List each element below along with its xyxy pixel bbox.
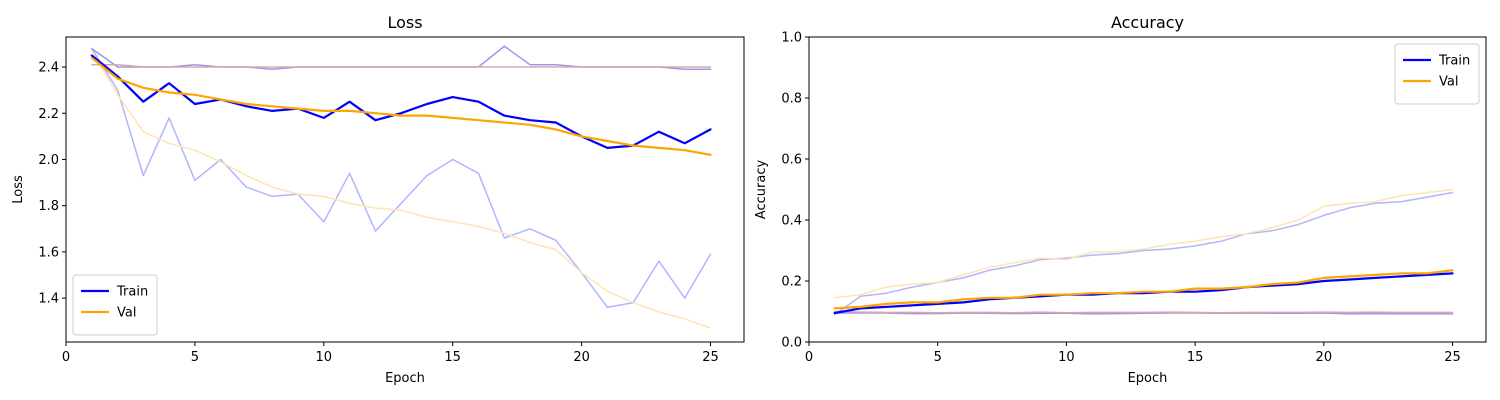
series-line-val-mid [833,310,1454,314]
y-tick-label: 0.2 [781,275,802,290]
series-line-train [833,272,1454,315]
x-tick-label: 5 [934,350,942,365]
x-tick-label: 0 [805,350,813,365]
y-axis-label: Loss [11,175,26,204]
y-tick-label: 1.0 [781,31,802,46]
legend-label-val: Val [1439,75,1458,90]
legend-label-val: Val [117,306,136,321]
plot-area: 0 5 10 15 20 25 1.4 1.6 1.8 2.0 2.2 2.4 Train Val [38,36,745,365]
accuracy-chart: Accuracy Epoch Accuracy 0 5 10 15 20 25 0.0 0.2… [754,13,1487,386]
y-tick-label: 0.0 [781,336,802,351]
y-tick-label: 2.2 [38,107,59,122]
x-tick-label: 10 [316,350,333,365]
legend: Train Val [1394,43,1480,105]
y-tick-label: 0.8 [781,92,802,107]
legend-label-train: Train [116,285,148,300]
x-tick-label: 0 [62,350,70,365]
x-tick-label: 20 [573,350,590,365]
x-axis-label: Epoch [385,371,425,386]
chart-title: Accuracy [1111,13,1184,32]
series-line-val-faint [833,188,1454,299]
y-tick-label: 1.4 [38,292,59,307]
y-tick-label: 1.6 [38,245,59,260]
x-tick-label: 25 [702,350,719,365]
x-tick-label: 15 [1187,350,1204,365]
y-tick-label: 0.4 [781,214,802,229]
x-tick-label: 10 [1058,350,1075,365]
series-line-val [833,269,1454,310]
legend: Train Val [72,274,158,336]
x-axis-label: Epoch [1128,371,1168,386]
y-tick-label: 2.0 [38,153,59,168]
series-line-val-mid [91,63,712,68]
series-line-train [90,54,712,149]
series-line-val-faint [91,50,712,329]
x-tick-label: 5 [191,350,199,365]
series-line-train-faint [833,191,1454,316]
legend-label-train: Train [1438,54,1470,69]
axes-frame [808,36,1487,343]
axes-frame [65,36,745,343]
x-tick-label: 15 [444,350,461,365]
y-tick-label: 2.4 [38,61,59,76]
x-tick-label: 25 [1444,350,1461,365]
series-line-val [90,56,712,156]
loss-chart: Loss Epoch Loss 0 5 10 15 20 25 1.4 1.6 1.8 2.0 2.… [11,13,745,386]
y-axis-label: Accuracy [754,160,769,220]
series-line-train-mid [91,45,712,71]
plot-area: 0 5 10 15 20 25 0.0 0.2 0.4 0.6 0.8 1.0 Train Val [781,31,1487,365]
series-line-train-mid [833,312,1454,315]
x-tick-label: 20 [1316,350,1333,365]
y-tick-label: 1.8 [38,199,59,214]
y-tick-label: 0.6 [781,153,802,168]
chart-title: Loss [387,13,422,32]
series-line-train-faint [91,47,712,309]
